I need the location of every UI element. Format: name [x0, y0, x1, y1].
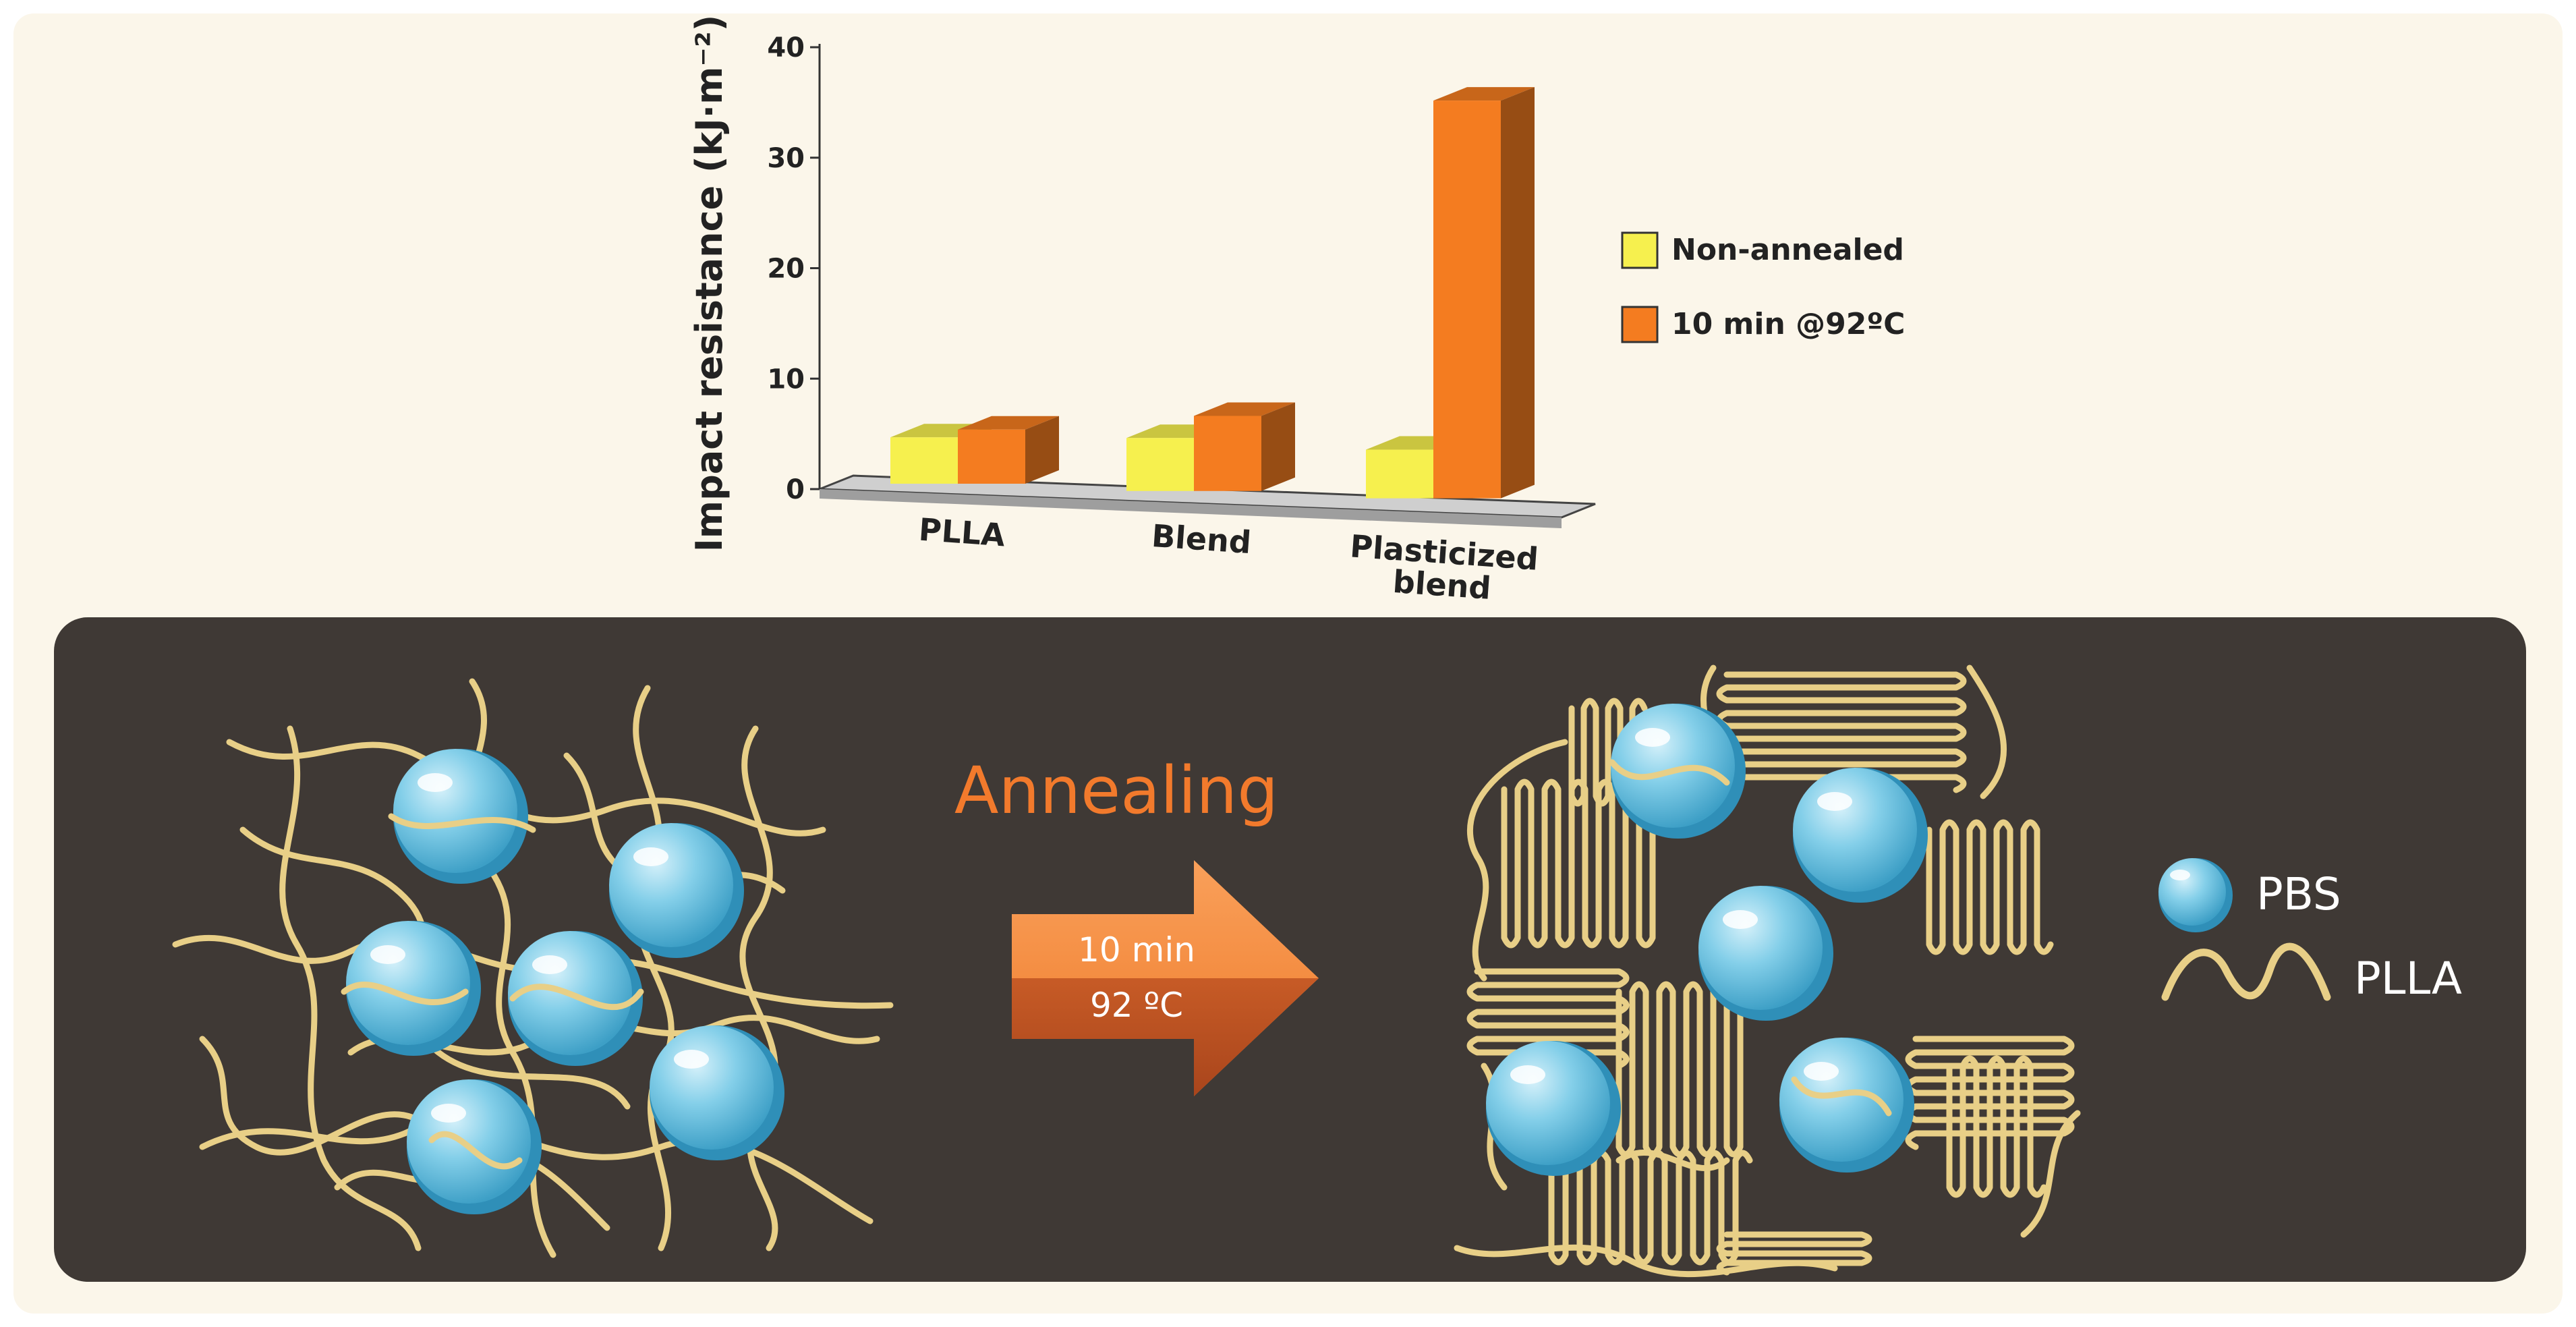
x-tick-label: Blend — [1151, 517, 1253, 561]
pbs-sphere — [609, 823, 744, 958]
annealing-arrow — [1012, 860, 1319, 1096]
plla-lamella — [1905, 1036, 2075, 1150]
legend-label: Non-annealed — [1671, 233, 1904, 267]
legend-plla-label: PLLA — [2354, 953, 2462, 1005]
plla-chain — [1454, 1244, 1838, 1278]
pbs-sphere — [346, 921, 481, 1056]
bar-front — [890, 437, 958, 484]
y-tick-label: 40 — [767, 32, 805, 63]
bar — [1194, 402, 1295, 491]
bar-front — [1366, 449, 1433, 499]
bar-front — [958, 429, 1025, 484]
bar-side — [1025, 416, 1059, 484]
y-axis: 0 10 20 30 40 — [767, 32, 821, 505]
pbs-spheres-right — [1486, 704, 1928, 1176]
plla-chain — [1966, 665, 2007, 799]
arrow-time-label: 10 min — [1078, 930, 1195, 969]
x-tick-label: PLLA — [917, 511, 1006, 554]
bar-front — [1126, 438, 1194, 491]
x-tick-label-line: Blend — [1151, 517, 1253, 561]
chains-over-spheres-left — [341, 813, 644, 1170]
y-tick-label: 30 — [767, 143, 805, 174]
bar-front — [1194, 416, 1261, 491]
plla-chain — [2020, 1110, 2081, 1238]
wave-icon — [2161, 942, 2331, 1001]
pbs-sphere — [1793, 768, 1928, 903]
legend-label: 10 min @92ºC — [1671, 307, 1905, 341]
annealed-morphology — [1454, 665, 2081, 1278]
x-tick-label-line: PLLA — [917, 511, 1006, 554]
bar — [958, 416, 1059, 484]
plla-lamella — [1946, 1055, 2047, 1198]
x-axis-tick-labels: PLLA Blend Plasticizedblend — [917, 511, 1539, 606]
annealing-label: Annealing — [954, 753, 1278, 828]
legend-pbs-label: PBS — [2256, 868, 2341, 920]
sphere-icon — [2158, 858, 2233, 932]
plla-lamella — [1716, 1231, 1872, 1276]
bar-side — [1501, 87, 1535, 499]
pbs-sphere — [1779, 1038, 1914, 1173]
bar-side — [1261, 402, 1295, 491]
chart-floor-plane — [819, 474, 1596, 519]
bar-front — [1433, 101, 1501, 499]
chart-floor — [819, 474, 1596, 528]
pbs-spheres-left — [346, 749, 784, 1214]
arrow-temperature-label: 92 ºC — [1090, 986, 1183, 1025]
legend-swatch — [1621, 231, 1659, 269]
y-tick-label: 10 — [767, 364, 805, 395]
plla-lamella — [1926, 819, 2054, 955]
plla-lamella — [1548, 1150, 1753, 1266]
x-tick-label-line: blend — [1392, 563, 1492, 606]
plla-lamella — [1466, 968, 1630, 1069]
bar-series-group — [890, 87, 1535, 499]
pbs-sphere — [1698, 886, 1833, 1021]
bar — [1433, 87, 1535, 499]
pbs-sphere — [650, 1025, 784, 1160]
chart-legend: Non-annealed 10 min @92ºC — [1621, 231, 1905, 343]
y-axis-label: Impact resistance (kJ·m⁻²) — [688, 15, 731, 553]
pbs-sphere — [407, 1079, 542, 1214]
plla-chain — [1466, 739, 1568, 982]
pbs-sphere — [1486, 1041, 1621, 1176]
chart-floor-edge — [820, 489, 1562, 528]
y-tick-label: 0 — [786, 474, 805, 505]
chains-over-spheres-right — [1609, 759, 1892, 1171]
y-tick-label: 20 — [767, 254, 805, 285]
scheme-legend: PBS PLLA — [2158, 858, 2462, 1005]
legend-swatch — [1621, 306, 1659, 343]
plla-lamella — [1615, 981, 1757, 1158]
pbs-sphere — [393, 749, 528, 884]
